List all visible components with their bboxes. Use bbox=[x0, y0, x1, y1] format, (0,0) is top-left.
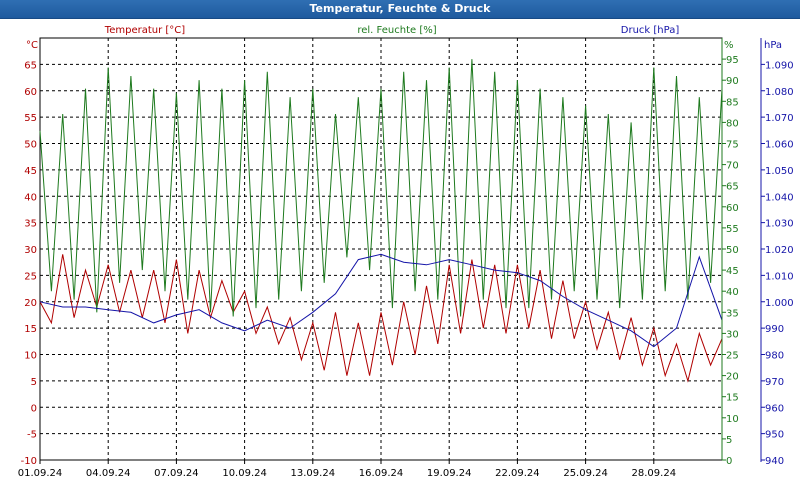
temperature-tick-label: -5 bbox=[27, 430, 37, 441]
x-tick-label: 01.09.24 bbox=[18, 468, 63, 479]
temperature-series-label: Temperatur [°C] bbox=[104, 25, 185, 36]
axis-headers: °C Temperatur [°C] rel. Feuchte [%] Druc… bbox=[26, 25, 782, 51]
humidity-tick-label: 95 bbox=[726, 55, 739, 66]
series-line-humidity bbox=[39, 59, 723, 317]
x-tick-label: 25.09.24 bbox=[563, 468, 608, 479]
pressure-tick-label: 1.070 bbox=[765, 113, 794, 124]
temperature-tick-label: 30 bbox=[24, 245, 37, 256]
pressure-tick-label: 960 bbox=[765, 403, 784, 414]
x-tick-label: 13.09.24 bbox=[291, 468, 336, 479]
temperature-tick-label: 35 bbox=[24, 219, 37, 230]
humidity-tick-label: 10 bbox=[726, 414, 739, 425]
pressure-tick-label: 1.010 bbox=[765, 271, 794, 282]
temperature-tick-label: -10 bbox=[21, 456, 37, 467]
x-tick-label: 19.09.24 bbox=[427, 468, 472, 479]
x-tick-label: 04.09.24 bbox=[86, 468, 131, 479]
temperature-tick-label: 50 bbox=[24, 140, 37, 151]
humidity-tick-label: 0 bbox=[726, 456, 732, 467]
pressure-tick-label: 940 bbox=[765, 456, 784, 467]
temperature-tick-label: 55 bbox=[24, 113, 37, 124]
humidity-tick-label: 20 bbox=[726, 372, 739, 383]
pressure-tick-label: 980 bbox=[765, 351, 784, 362]
series-line-temperature bbox=[39, 254, 723, 383]
pressure-tick-label: 1.080 bbox=[765, 87, 794, 98]
humidity-tick-label: 30 bbox=[726, 329, 739, 340]
pressure-tick-label: 1.030 bbox=[765, 219, 794, 230]
x-tick-label: 07.09.24 bbox=[154, 468, 199, 479]
pressure-tick-label: 1.060 bbox=[765, 140, 794, 151]
temperature-tick-label: 60 bbox=[24, 87, 37, 98]
humidity-tick-label: 35 bbox=[726, 308, 739, 319]
temperature-tick-label: 45 bbox=[24, 166, 37, 177]
humidity-tick-label: 90 bbox=[726, 76, 739, 87]
humidity-tick-label: 5 bbox=[726, 435, 732, 446]
temperature-tick-label: 0 bbox=[31, 403, 37, 414]
temperature-tick-label: 15 bbox=[24, 324, 37, 335]
humidity-tick-label: 80 bbox=[726, 118, 739, 129]
pressure-tick-label: 1.090 bbox=[765, 60, 794, 71]
humidity-tick-label: 40 bbox=[726, 287, 739, 298]
humidity-tick-label: 50 bbox=[726, 245, 739, 256]
humidity-tick-label: 75 bbox=[726, 140, 739, 151]
temperature-tick-label: 40 bbox=[24, 192, 37, 203]
x-tick-label: 28.09.24 bbox=[632, 468, 677, 479]
temperature-tick-label: 5 bbox=[31, 377, 37, 388]
pressure-axis-unit: hPa bbox=[764, 40, 782, 51]
temperature-tick-label: 10 bbox=[24, 351, 37, 362]
grid bbox=[39, 37, 723, 461]
humidity-tick-label: 70 bbox=[726, 161, 739, 172]
pressure-tick-label: 990 bbox=[765, 324, 784, 335]
humidity-tick-label: 45 bbox=[726, 266, 739, 277]
humidity-tick-label: 55 bbox=[726, 224, 739, 235]
humidity-axis-unit: % bbox=[724, 40, 734, 51]
temperature-tick-label: 20 bbox=[24, 298, 37, 309]
temperature-tick-label: 65 bbox=[24, 60, 37, 71]
pressure-tick-label: 1.000 bbox=[765, 298, 794, 309]
humidity-tick-label: 15 bbox=[726, 393, 739, 404]
pressure-tick-label: 1.040 bbox=[765, 192, 794, 203]
humidity-tick-label: 25 bbox=[726, 351, 739, 362]
x-tick-label: 22.09.24 bbox=[495, 468, 540, 479]
humidity-tick-label: 85 bbox=[726, 97, 739, 108]
x-tick-label: 10.09.24 bbox=[222, 468, 267, 479]
x-tick-label: 16.09.24 bbox=[359, 468, 404, 479]
pressure-tick-label: 1.020 bbox=[765, 245, 794, 256]
pressure-tick-label: 970 bbox=[765, 377, 784, 388]
pressure-tick-label: 1.050 bbox=[765, 166, 794, 177]
humidity-tick-label: 65 bbox=[726, 182, 739, 193]
pressure-tick-label: 950 bbox=[765, 430, 784, 441]
window-title: Temperatur, Feuchte & Druck bbox=[0, 0, 800, 19]
temperature-axis-unit: °C bbox=[26, 40, 38, 51]
pressure-series-label: Druck [hPa] bbox=[621, 25, 680, 36]
humidity-series-label: rel. Feuchte [%] bbox=[357, 25, 436, 36]
series-layer bbox=[39, 59, 723, 383]
humidity-tick-label: 60 bbox=[726, 203, 739, 214]
temperature-tick-label: 25 bbox=[24, 271, 37, 282]
series-line-pressure bbox=[39, 253, 723, 348]
